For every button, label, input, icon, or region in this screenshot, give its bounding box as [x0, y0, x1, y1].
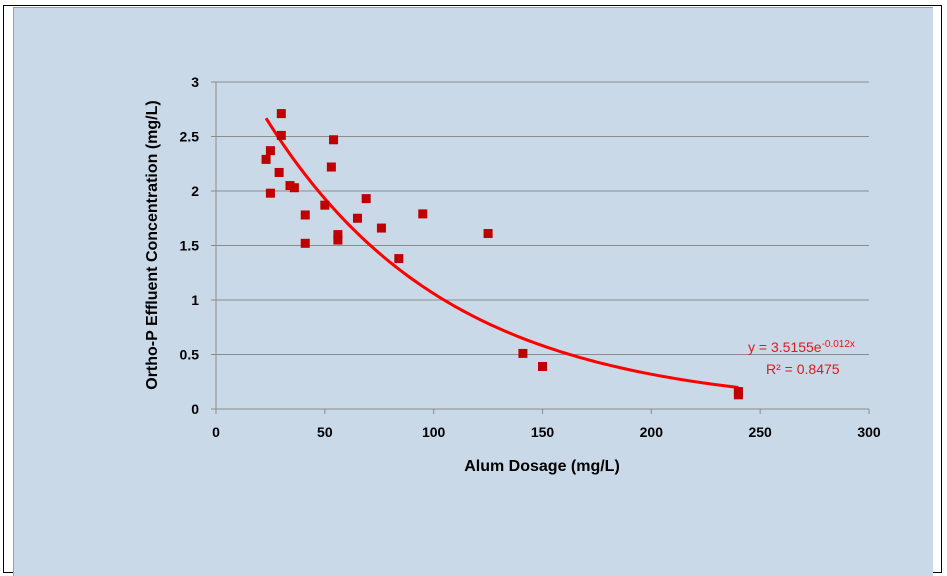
x-tick-label: 100 — [422, 424, 446, 440]
x-tick-label: 200 — [640, 424, 664, 440]
x-tick-label: 300 — [857, 424, 881, 440]
data-point — [300, 210, 310, 220]
data-point — [326, 162, 336, 172]
data-point — [394, 254, 404, 264]
data-point — [418, 209, 428, 219]
gridlines — [216, 81, 869, 410]
x-tick-label: 50 — [317, 424, 333, 440]
data-point — [276, 109, 286, 119]
x-axis-title: Alum Dosage (mg/L) — [464, 458, 620, 475]
y-tick-label: 0.5 — [180, 347, 200, 363]
data-point — [320, 200, 330, 210]
data-point — [300, 238, 310, 248]
data-point — [261, 154, 271, 164]
trendline-equation-exponent: -0.012x — [822, 339, 855, 350]
x-tick-labels: 0 50 100 150 200 250 300 — [212, 424, 881, 440]
y-tick-label: 0 — [191, 401, 199, 417]
data-point — [733, 390, 743, 400]
y-tick-label: 2 — [191, 183, 199, 199]
axes — [211, 81, 870, 414]
data-point — [333, 230, 343, 240]
data-point — [538, 361, 547, 371]
y-tick-label: 3 — [191, 74, 199, 90]
trendline-r-squared: R² = 0.8475 — [766, 361, 840, 377]
y-tick-labels: 0 0.5 1 1.5 2 2.5 3 — [180, 74, 200, 417]
data-point — [352, 213, 362, 223]
trendline-equation: y = 3.5155e-0.012x — [748, 339, 855, 355]
data-point — [289, 183, 299, 193]
data-point — [276, 130, 286, 140]
data-point — [265, 188, 275, 198]
chart-area — [13, 7, 933, 576]
trendline-equation-base: y = 3.5155e — [748, 339, 822, 355]
data-points — [261, 109, 743, 400]
y-tick-label: 2.5 — [180, 129, 200, 145]
data-point — [376, 223, 386, 233]
data-point — [361, 194, 371, 204]
y-tick-label: 1 — [191, 292, 199, 308]
x-tick-label: 0 — [212, 424, 220, 440]
x-tick-label: 150 — [531, 424, 555, 440]
data-point — [483, 229, 493, 239]
y-tick-label: 1.5 — [180, 238, 200, 254]
trendline-group — [264, 117, 739, 389]
trendline — [264, 117, 739, 389]
x-tick-label: 250 — [748, 424, 772, 440]
data-point — [329, 135, 339, 145]
data-point — [518, 348, 528, 358]
data-point — [265, 146, 275, 156]
data-point — [333, 235, 343, 245]
y-axis-title: Ortho-P Effluent Concentration (mg/L) — [144, 100, 161, 389]
data-point — [274, 167, 284, 177]
